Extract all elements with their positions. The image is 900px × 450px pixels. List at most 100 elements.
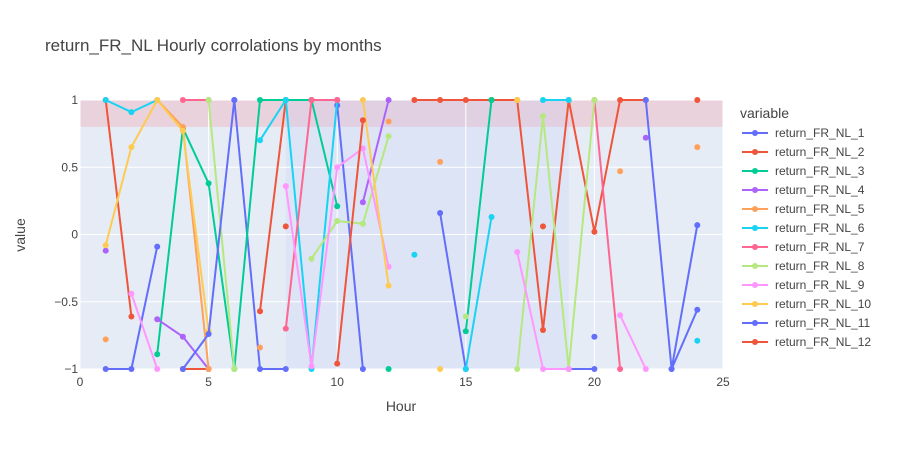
data-point[interactable] bbox=[540, 113, 546, 120]
data-point[interactable] bbox=[179, 127, 186, 134]
data-point[interactable] bbox=[334, 164, 341, 171]
data-point[interactable] bbox=[540, 366, 546, 372]
data-point[interactable] bbox=[308, 255, 315, 262]
data-point[interactable] bbox=[257, 344, 263, 351]
data-point[interactable] bbox=[385, 133, 392, 140]
data-point[interactable] bbox=[462, 366, 469, 372]
data-point[interactable] bbox=[488, 97, 495, 103]
data-point[interactable] bbox=[359, 145, 366, 152]
data-point[interactable] bbox=[617, 366, 624, 372]
data-point[interactable] bbox=[437, 366, 444, 372]
series-6[interactable] bbox=[102, 97, 701, 372]
data-point[interactable] bbox=[154, 366, 161, 372]
data-point[interactable] bbox=[668, 366, 675, 372]
data-point[interactable] bbox=[154, 316, 161, 323]
data-point[interactable] bbox=[694, 222, 701, 229]
legend-item-3[interactable]: return_FR_NL_3 bbox=[742, 164, 865, 178]
series-12[interactable] bbox=[282, 117, 546, 367]
data-point[interactable] bbox=[205, 331, 212, 337]
data-point[interactable] bbox=[205, 366, 212, 372]
legend-item-4[interactable]: return_FR_NL_4 bbox=[742, 183, 865, 197]
data-point[interactable] bbox=[334, 360, 341, 367]
data-point[interactable] bbox=[617, 97, 624, 103]
data-point[interactable] bbox=[437, 210, 444, 216]
data-point[interactable] bbox=[411, 251, 418, 258]
data-point[interactable] bbox=[359, 220, 366, 227]
data-point[interactable] bbox=[334, 218, 341, 224]
data-point[interactable] bbox=[385, 282, 392, 289]
data-point[interactable] bbox=[642, 97, 649, 103]
data-point[interactable] bbox=[437, 97, 444, 103]
data-point[interactable] bbox=[359, 366, 366, 372]
data-point[interactable] bbox=[617, 312, 624, 319]
data-point[interactable] bbox=[359, 117, 366, 124]
data-point[interactable] bbox=[205, 97, 212, 103]
data-point[interactable] bbox=[462, 328, 469, 335]
legend-item-11[interactable]: return_FR_NL_11 bbox=[742, 316, 870, 330]
data-point[interactable] bbox=[591, 366, 598, 372]
data-point[interactable] bbox=[694, 144, 701, 151]
data-point[interactable] bbox=[308, 97, 315, 103]
data-point[interactable] bbox=[128, 313, 135, 320]
data-point[interactable] bbox=[462, 313, 469, 320]
legend-item-2[interactable]: return_FR_NL_2 bbox=[742, 145, 865, 159]
data-point[interactable] bbox=[591, 228, 598, 235]
data-point[interactable] bbox=[694, 337, 701, 344]
legend-item-6[interactable]: return_FR_NL_6 bbox=[742, 221, 865, 235]
data-point[interactable] bbox=[179, 333, 186, 340]
data-point[interactable] bbox=[257, 308, 263, 315]
legend-item-5[interactable]: return_FR_NL_5 bbox=[742, 202, 865, 216]
legend-item-9[interactable]: return_FR_NL_9 bbox=[742, 278, 865, 292]
legend-item-10[interactable]: return_FR_NL_10 bbox=[742, 297, 871, 311]
data-point[interactable] bbox=[514, 249, 521, 255]
data-point[interactable] bbox=[257, 137, 263, 144]
data-point[interactable] bbox=[359, 97, 366, 103]
legend-item-8[interactable]: return_FR_NL_8 bbox=[742, 259, 865, 273]
data-point[interactable] bbox=[154, 351, 161, 358]
data-point[interactable] bbox=[179, 97, 186, 103]
data-point[interactable] bbox=[231, 366, 238, 372]
data-point[interactable] bbox=[231, 97, 238, 103]
data-point[interactable] bbox=[694, 97, 701, 103]
data-point[interactable] bbox=[540, 327, 546, 333]
data-point[interactable] bbox=[385, 366, 392, 372]
data-point[interactable] bbox=[102, 336, 109, 343]
data-point[interactable] bbox=[642, 134, 649, 141]
data-point[interactable] bbox=[282, 183, 289, 190]
data-point[interactable] bbox=[334, 203, 341, 210]
data-point[interactable] bbox=[154, 243, 161, 250]
data-point[interactable] bbox=[154, 97, 161, 103]
data-point[interactable] bbox=[591, 333, 598, 340]
data-point[interactable] bbox=[334, 97, 341, 103]
data-point[interactable] bbox=[128, 290, 135, 297]
data-point[interactable] bbox=[617, 168, 624, 175]
data-point[interactable] bbox=[128, 109, 135, 116]
legend-item-12[interactable]: return_FR_NL_12 bbox=[742, 335, 871, 349]
data-point[interactable] bbox=[565, 366, 572, 372]
legend-item-7[interactable]: return_FR_NL_7 bbox=[742, 240, 865, 254]
data-point[interactable] bbox=[282, 223, 289, 230]
series-5[interactable] bbox=[102, 97, 701, 372]
data-point[interactable] bbox=[282, 97, 289, 103]
series-1[interactable] bbox=[102, 97, 701, 372]
data-point[interactable] bbox=[411, 97, 418, 103]
data-point[interactable] bbox=[205, 180, 212, 187]
data-point[interactable] bbox=[359, 199, 366, 206]
series-4[interactable] bbox=[102, 97, 649, 372]
legend[interactable]: variable return_FR_NL_1 return_FR_NL_2ret… bbox=[740, 105, 871, 349]
data-point[interactable] bbox=[642, 366, 649, 372]
data-point[interactable] bbox=[282, 325, 289, 332]
data-point[interactable] bbox=[128, 144, 135, 151]
data-point[interactable] bbox=[540, 223, 546, 230]
data-point[interactable] bbox=[514, 97, 521, 103]
data-point[interactable] bbox=[102, 366, 109, 372]
data-point[interactable] bbox=[591, 97, 598, 103]
data-point[interactable] bbox=[385, 97, 392, 103]
data-point[interactable] bbox=[462, 97, 469, 103]
data-point[interactable] bbox=[102, 97, 109, 103]
series-11[interactable] bbox=[179, 97, 701, 372]
legend-item-1[interactable]: return_FR_NL_1 bbox=[742, 126, 865, 140]
data-point[interactable] bbox=[694, 306, 701, 313]
data-point[interactable] bbox=[540, 97, 546, 103]
data-point[interactable] bbox=[514, 366, 521, 372]
